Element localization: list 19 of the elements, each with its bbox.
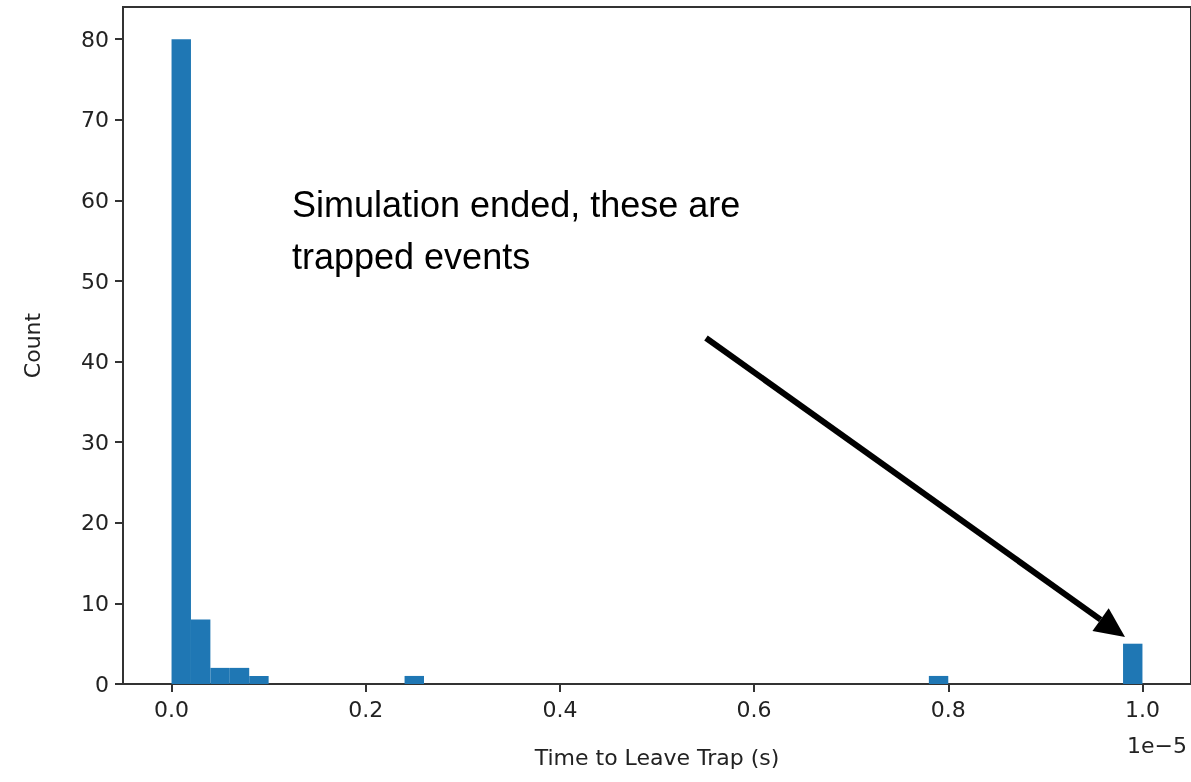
y-tick-label: 70 xyxy=(81,107,109,133)
y-tick-label: 20 xyxy=(81,510,109,536)
x-tick-label: 0.6 xyxy=(736,696,772,722)
x-tick-label: 0.4 xyxy=(542,696,578,722)
x-tick-label: 0.0 xyxy=(154,696,190,722)
y-tick-label: 50 xyxy=(81,268,109,294)
text: 1e−5 xyxy=(1127,732,1188,758)
y-tick-label: 10 xyxy=(81,590,109,616)
x-tick-label: 1.0 xyxy=(1124,696,1160,722)
x-axis-title: Time to Leave Trap (s) xyxy=(533,744,780,770)
x-tick-label: 0.8 xyxy=(930,696,966,722)
y-tick-label: 60 xyxy=(81,187,109,213)
y-tick-label: 40 xyxy=(81,349,109,375)
x-tick-label: 0.2 xyxy=(348,696,384,722)
y-tick-label: 80 xyxy=(81,26,109,52)
y-tick-label: 0 xyxy=(95,671,109,697)
y-axis-title: Count xyxy=(19,312,45,379)
annotation: Simulation ended, these are trapped events xyxy=(292,183,751,277)
y-tick-label: 30 xyxy=(81,429,109,455)
